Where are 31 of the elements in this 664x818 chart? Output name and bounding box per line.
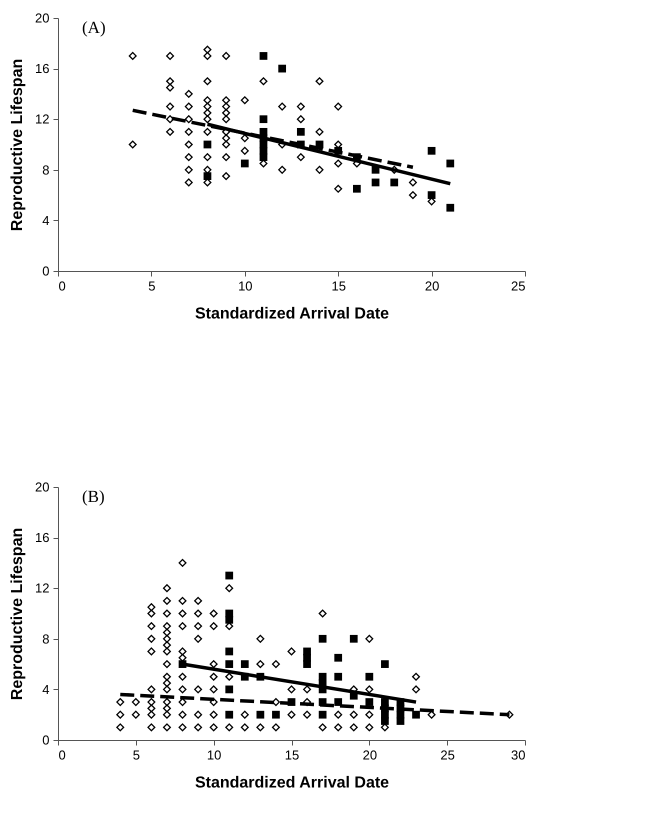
x-tick-label: 15 xyxy=(331,278,346,294)
y-tick-label: 4 xyxy=(42,212,50,228)
x-axis-title: Standardized Arrival Date xyxy=(194,774,390,792)
x-tick-label: 20 xyxy=(424,278,440,294)
y-tick-label: 12 xyxy=(35,580,50,596)
x-tick-label: 0 xyxy=(58,748,66,762)
x-tick-label: 0 xyxy=(58,278,66,294)
y-tick-label: 4 xyxy=(42,682,50,697)
x-tick-label: 10 xyxy=(206,748,222,762)
x-axis-title: Standardized Arrival Date xyxy=(194,306,390,322)
x-tick-label: 10 xyxy=(238,278,253,294)
x-tick-label: 25 xyxy=(440,748,455,762)
y-tick-label: 0 xyxy=(42,264,50,278)
x-tick-label: 20 xyxy=(362,748,378,762)
y-tick-label: 12 xyxy=(35,112,50,127)
y-tick-label: 8 xyxy=(42,162,50,178)
x-tick-label: 30 xyxy=(511,748,526,762)
x-tick-label: 25 xyxy=(511,278,526,294)
y-axis-title: Reproductive Lifespan xyxy=(9,528,26,700)
x-tick-label: 15 xyxy=(284,748,300,762)
x-tick-label: 5 xyxy=(148,278,156,294)
annotation: (B) xyxy=(82,487,105,506)
y-tick-label: 8 xyxy=(42,631,50,646)
annotation: (A) xyxy=(82,18,106,37)
y-tick-label: 16 xyxy=(35,61,50,76)
x-tick-label: 5 xyxy=(132,748,140,762)
y-tick-label: 16 xyxy=(35,530,50,546)
y-tick-label: 0 xyxy=(42,732,50,748)
y-axis-title: Reproductive Lifespan xyxy=(9,58,26,232)
y-tick-label: 20 xyxy=(35,480,50,494)
y-tick-label: 20 xyxy=(35,10,50,26)
